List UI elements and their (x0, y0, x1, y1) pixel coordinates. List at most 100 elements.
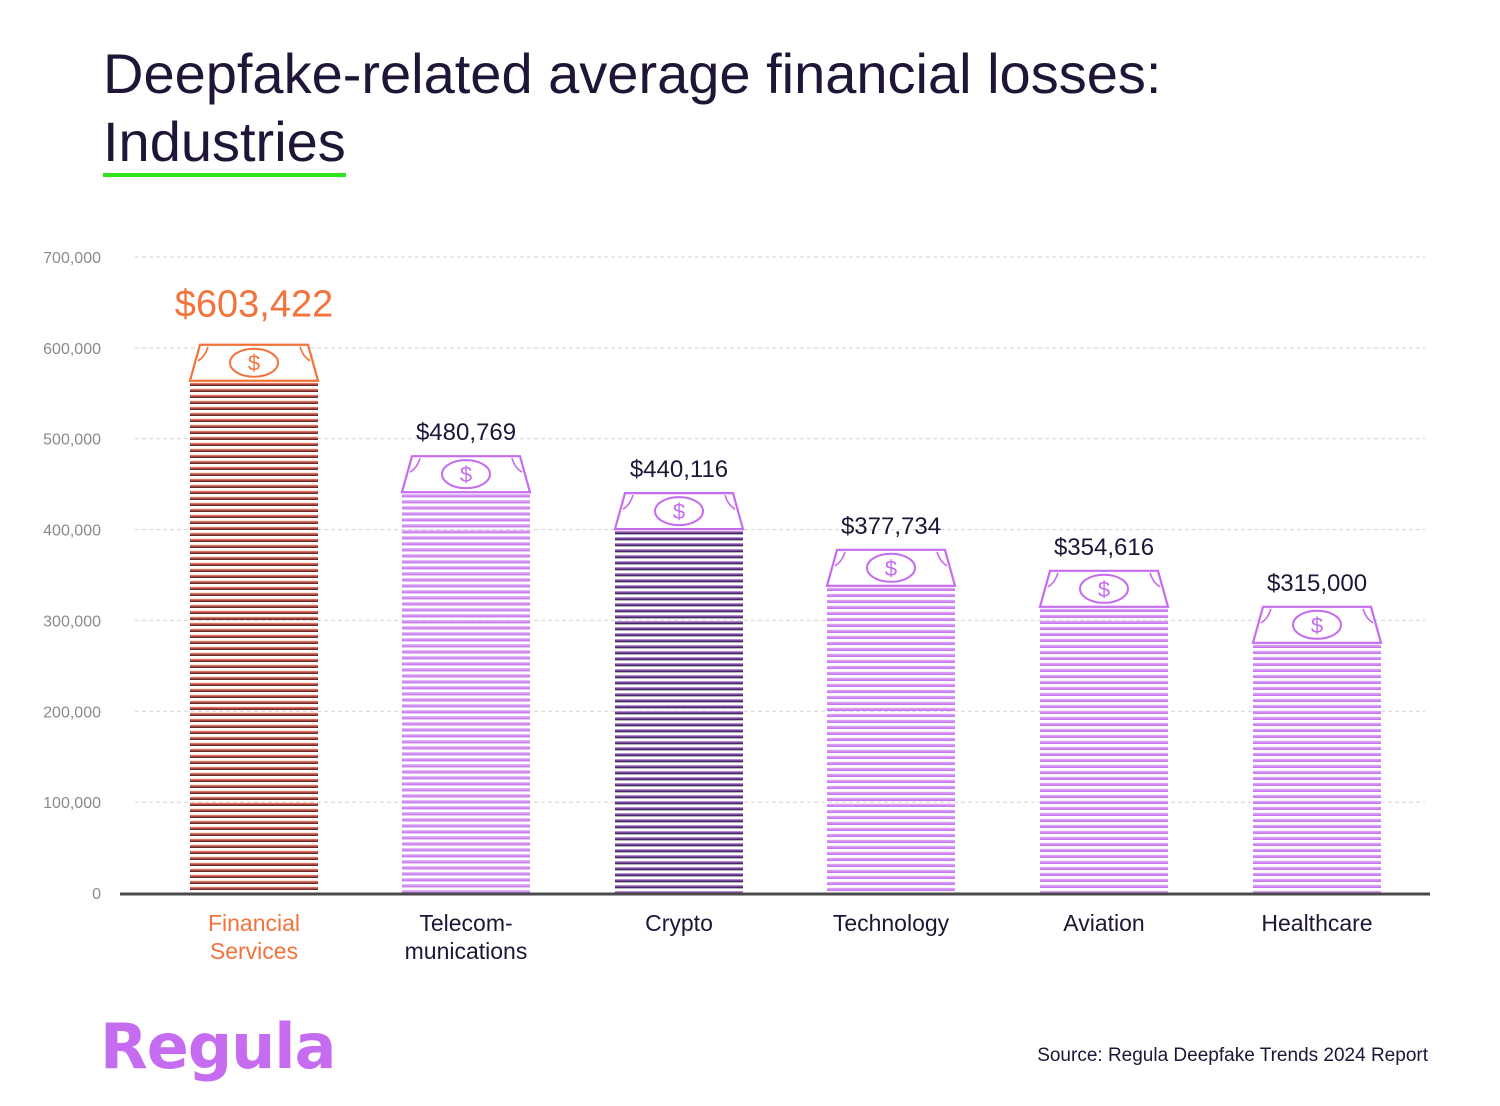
bar-stripe (827, 701, 955, 706)
bar-stripe (190, 550, 318, 554)
bar-stripe (827, 689, 955, 694)
value-label: $315,000 (1267, 570, 1367, 597)
bar-stripe (402, 710, 530, 714)
bar-stripe (190, 688, 318, 692)
bar-stripe (190, 874, 318, 878)
bar-stripe (615, 699, 743, 703)
bar-stripe (615, 867, 743, 871)
bar-stripe (615, 825, 743, 829)
bar-stripe (190, 664, 318, 668)
bar-stripe (402, 764, 530, 768)
bar-stripe (402, 782, 530, 786)
bar-stripe (1253, 740, 1381, 744)
bar-stripe (1253, 854, 1381, 858)
bar-stripe (190, 460, 318, 464)
bar-stripe (190, 574, 318, 578)
bar-stripe (1253, 710, 1381, 714)
bar-stripe (402, 872, 530, 876)
banknote-corner (511, 457, 523, 473)
bar-stripe (615, 621, 743, 625)
bar-stripe (402, 788, 530, 792)
bar-stripe (1040, 668, 1168, 673)
bar-stripe (1253, 866, 1381, 870)
title-line-2: Industries (103, 111, 346, 177)
bar-stripe (827, 593, 955, 598)
bar-stripe (1040, 644, 1168, 649)
bar-stripe (1253, 776, 1381, 780)
bar-stripe (190, 562, 318, 566)
bar-stripe (827, 617, 955, 622)
y-tick-label: 100,000 (43, 795, 101, 812)
bar-stripe (402, 602, 530, 606)
bar-stripe (615, 567, 743, 571)
bar-stripe (1253, 728, 1381, 732)
bar-stripe (402, 830, 530, 834)
bar-stripe (190, 580, 318, 584)
banknote-corner (622, 494, 634, 510)
bar-stripe (615, 741, 743, 745)
bar-stripe (827, 821, 955, 826)
dollar-icon: $ (1098, 577, 1110, 602)
bar-stripe (190, 784, 318, 788)
bar-stripe (1253, 812, 1381, 816)
bar-stripe (1253, 722, 1381, 726)
bar-stripe (1253, 692, 1381, 696)
bar-stripe (615, 837, 743, 841)
bar-stripe (190, 808, 318, 812)
bar-stripe (827, 773, 955, 778)
dollar-icon: $ (673, 499, 685, 524)
bar-stripe (615, 597, 743, 601)
bar-stripe (402, 614, 530, 618)
bar-stripe (190, 676, 318, 680)
y-tick-label: 200,000 (43, 704, 101, 721)
bar-stripe (827, 737, 955, 742)
bar-stripe (615, 693, 743, 697)
bar-stripe (1040, 854, 1168, 859)
bar-stripe (190, 802, 318, 806)
category-label: Healthcare (1261, 910, 1372, 936)
bar-stripe (190, 442, 318, 446)
dollar-icon: $ (885, 556, 897, 581)
bar-stripe (615, 861, 743, 865)
bar-stripe (402, 584, 530, 588)
bar-stripe (402, 716, 530, 720)
bar-stripe (190, 826, 318, 830)
bar-stripe (402, 746, 530, 750)
y-tick-label: 300,000 (43, 613, 101, 630)
bar-stripe (402, 740, 530, 744)
bar-stripe (615, 645, 743, 649)
bar-stripe (1040, 884, 1168, 889)
bar-stripe (402, 578, 530, 582)
bar-stripe (1040, 818, 1168, 823)
bar-stripe (402, 884, 530, 888)
bar-stripe (615, 783, 743, 787)
y-tick-label: 400,000 (43, 523, 101, 540)
bar-stripe (1253, 782, 1381, 786)
banknote (400, 455, 532, 494)
bar-stripe (615, 657, 743, 661)
bar-stripe (1040, 764, 1168, 769)
bar-stripe (402, 518, 530, 522)
bar-stripe (827, 857, 955, 862)
bar-stripe (1040, 710, 1168, 715)
bar-stripe (615, 807, 743, 811)
bar-stripe (402, 494, 530, 498)
bar-stripe (402, 662, 530, 666)
bar-stripe (615, 591, 743, 595)
bar-stripe (827, 851, 955, 856)
bar-stripe (402, 842, 530, 846)
dollar-oval (229, 347, 279, 378)
category-label: Aviation (1063, 910, 1144, 936)
bar-stripe (1040, 662, 1168, 667)
banknote-corner (197, 346, 209, 362)
bar-stripe (827, 785, 955, 790)
bar-stripe (402, 566, 530, 570)
bar-stripe (615, 717, 743, 721)
bar-stripe (402, 734, 530, 738)
bar-stripe (827, 695, 955, 700)
bar-stripe (190, 856, 318, 860)
bar-stripe (190, 490, 318, 494)
bar-stripe (402, 806, 530, 810)
bar-stripe (402, 812, 530, 816)
bar-stripe (190, 604, 318, 608)
